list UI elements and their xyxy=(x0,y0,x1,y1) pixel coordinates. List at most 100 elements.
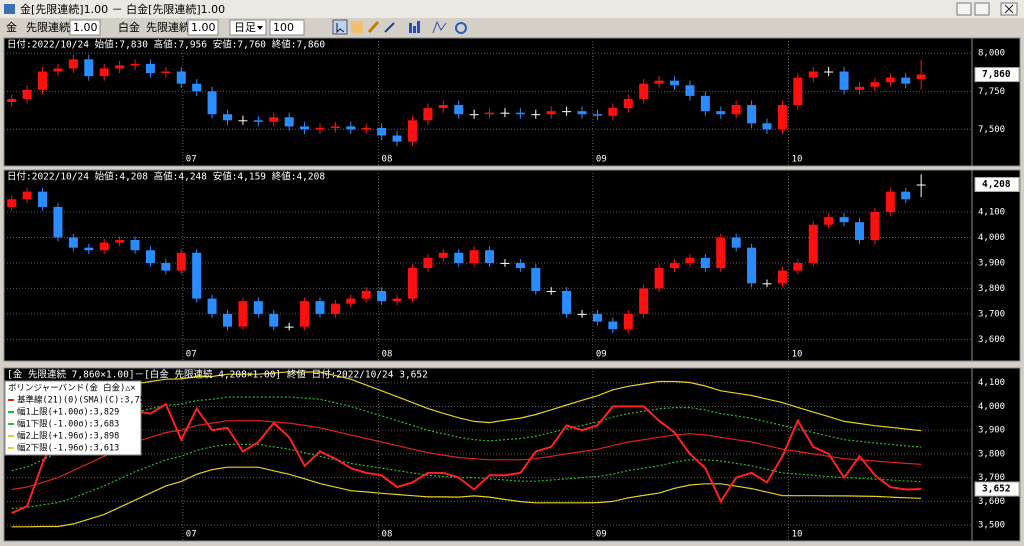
chart-tool-c[interactable] xyxy=(417,21,420,33)
app-icon xyxy=(4,4,15,14)
symbol2[interactable]: 白金 xyxy=(118,20,140,34)
candle-body xyxy=(901,77,911,84)
y-tick-label: 3,900 xyxy=(978,258,1005,268)
candle-body xyxy=(515,112,525,115)
candle-body xyxy=(68,59,78,69)
candle-body xyxy=(916,184,926,186)
x-tick-label: 07 xyxy=(186,350,197,360)
candle-body xyxy=(500,262,510,264)
candle-body xyxy=(53,206,63,238)
candle-body xyxy=(531,114,541,116)
panel-bg xyxy=(3,169,1021,362)
candle-body xyxy=(346,298,356,304)
candle-body xyxy=(747,105,757,124)
candle-body xyxy=(330,303,340,314)
candle-body xyxy=(839,71,849,90)
y-tick-label: 7,750 xyxy=(978,87,1005,97)
candle-body xyxy=(223,313,233,327)
candle-body xyxy=(839,217,849,223)
legend-entry: 基準線(21)(0)(SMA)(C):3,756 xyxy=(17,395,150,406)
candle-body xyxy=(515,262,525,269)
symbol1[interactable]: 金 xyxy=(6,21,17,34)
y-tick-label: 3,900 xyxy=(978,426,1005,436)
candle-body xyxy=(253,301,263,314)
x-tick-label: 07 xyxy=(186,155,197,165)
band-line xyxy=(11,420,922,491)
minimize-button[interactable] xyxy=(956,2,972,16)
candle-body xyxy=(115,65,125,69)
candle-body xyxy=(469,114,479,116)
candle-body xyxy=(346,126,356,130)
candle-body xyxy=(916,74,926,80)
contract2[interactable]: 先限連続 xyxy=(146,20,190,34)
x-tick-label: 10 xyxy=(792,155,803,165)
candle-body xyxy=(300,126,310,130)
candle-body xyxy=(639,288,649,314)
candle-body xyxy=(392,135,402,142)
count-input[interactable] xyxy=(269,19,305,36)
candle-body xyxy=(885,191,895,213)
candle-body xyxy=(315,301,325,314)
current-value-box xyxy=(974,177,1020,193)
toolbar: 金 先限連続 1.00 白金 先限連続 1.00 日足 100 xyxy=(0,18,1024,36)
legend-entry: 幅2下限(-1.96σ):3,613 xyxy=(17,443,119,454)
mult2-input[interactable] xyxy=(187,19,219,36)
cursor-tool[interactable] xyxy=(332,19,348,35)
candle-body xyxy=(84,247,94,251)
line-tool[interactable] xyxy=(384,22,395,33)
candle-body xyxy=(870,212,880,241)
contract1[interactable]: 先限連続 xyxy=(26,20,70,34)
candle-body xyxy=(207,91,217,115)
candle-body xyxy=(361,290,371,299)
chart-tool-b[interactable] xyxy=(413,26,416,33)
indicator-tool[interactable] xyxy=(432,20,447,34)
x-tick-label: 08 xyxy=(382,155,393,165)
pen-tool[interactable] xyxy=(367,20,380,34)
candle-body xyxy=(824,217,834,225)
candle-body xyxy=(176,252,186,271)
chart-tool-a[interactable] xyxy=(409,23,412,33)
period-select[interactable] xyxy=(229,19,267,36)
candle-body xyxy=(670,262,680,269)
candle-body xyxy=(53,68,63,72)
candle-body xyxy=(407,120,417,142)
candle-body xyxy=(130,63,140,66)
title-bar: 金[先限連続]1.00 － 白金[先限連続]1.00 xyxy=(0,0,1024,18)
candle-body xyxy=(423,257,433,269)
candle-body xyxy=(423,108,433,121)
candle-body xyxy=(608,108,618,116)
mult2: 1.00 xyxy=(191,21,216,34)
panel-bg xyxy=(3,367,1021,542)
candle-body xyxy=(269,313,279,327)
candle-body xyxy=(7,98,17,102)
mult1-input[interactable] xyxy=(69,19,101,36)
candle-body xyxy=(747,247,757,284)
x-tick-label: 09 xyxy=(596,350,607,360)
candle-body xyxy=(793,77,803,106)
y-tick-label: 7,500 xyxy=(978,125,1005,135)
y-tick-label: 4,000 xyxy=(978,402,1005,412)
cursor-icon xyxy=(336,23,345,34)
current-value-label: 7,860 xyxy=(982,69,1011,80)
candle-body xyxy=(469,250,479,263)
window-title: 金[先限連続]1.00 － 白金[先限連続]1.00 xyxy=(20,2,225,16)
current-value-box xyxy=(974,67,1020,83)
maximize-button[interactable] xyxy=(974,2,990,16)
candle-body xyxy=(623,98,633,109)
x-tick-label: 08 xyxy=(382,530,393,540)
hand-tool[interactable] xyxy=(351,21,363,33)
candle-body xyxy=(377,127,387,136)
candle-body xyxy=(238,301,248,327)
candle-body xyxy=(130,240,140,251)
candle-body xyxy=(762,123,772,130)
refresh-button[interactable] xyxy=(455,22,467,34)
candle-body xyxy=(253,120,263,122)
y-tick-label: 3,800 xyxy=(978,449,1005,459)
candle-body xyxy=(623,313,633,330)
candle-body xyxy=(808,71,818,78)
candle-body xyxy=(731,105,741,115)
legend-entry: 幅1上限(+1.00σ):3,829 xyxy=(17,407,119,418)
spread-line xyxy=(11,402,922,515)
x-tick-label: 09 xyxy=(596,155,607,165)
